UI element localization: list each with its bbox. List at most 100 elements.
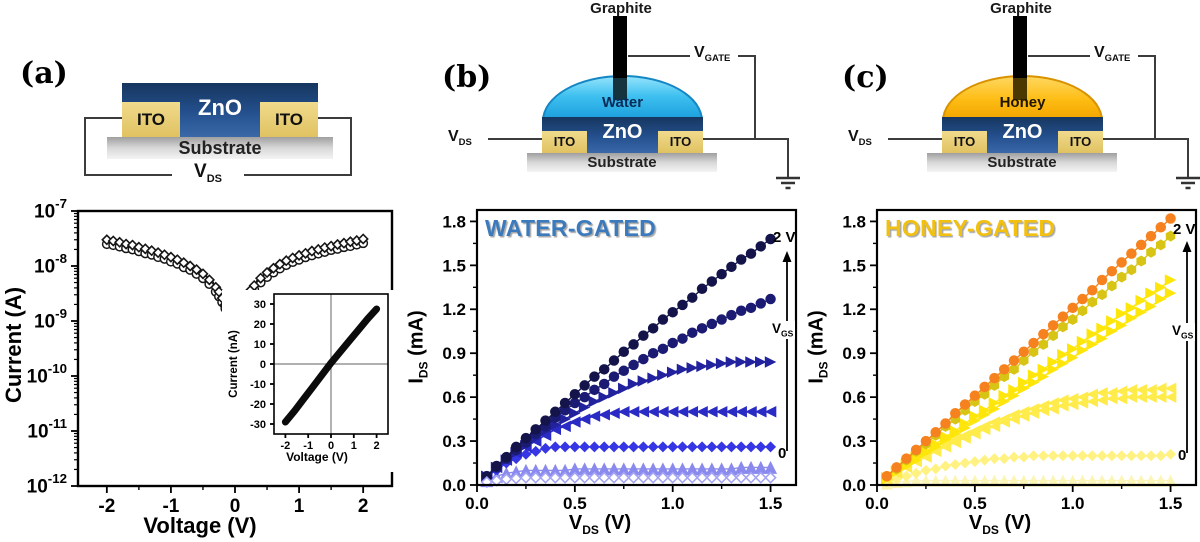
graphite-label: Graphite xyxy=(990,0,1052,17)
svg-text:-1: -1 xyxy=(303,440,313,452)
panel-c-schematic: (c) Graphite Honey ZnO ITO ITO Substrate… xyxy=(800,0,1200,195)
gate-wire-vertical xyxy=(1154,55,1156,140)
svg-text:0: 0 xyxy=(260,359,266,371)
graphite-rod-tip xyxy=(613,78,627,100)
inset-y-title: Current (nA) xyxy=(228,330,240,398)
svg-text:1.5: 1.5 xyxy=(842,256,866,275)
vgs-axis-annotation: VGS xyxy=(1170,323,1196,341)
substrate: Substrate xyxy=(107,137,333,159)
svg-text:1.8: 1.8 xyxy=(842,212,866,231)
graphite-label: Graphite xyxy=(590,0,652,17)
svg-text:0.3: 0.3 xyxy=(442,432,466,451)
svg-text:10-10: 10-10 xyxy=(27,361,67,388)
svg-text:0.6: 0.6 xyxy=(442,388,466,407)
ground-wire-vertical xyxy=(787,138,789,178)
svg-text:1.5: 1.5 xyxy=(759,494,783,513)
svg-text:1: 1 xyxy=(294,496,305,517)
svg-text:0.5: 0.5 xyxy=(563,494,587,513)
honey-gated-output-chart: 0.0 0.5 1.0 1.5 0.0 0.3 0.6 0.9 1.2 1.5 1.8 xyxy=(842,208,1198,513)
svg-text:1.0: 1.0 xyxy=(661,494,685,513)
gate-wire-right xyxy=(738,55,756,57)
substrate: Substrate xyxy=(527,153,717,172)
gate-wire-left xyxy=(628,55,690,57)
drain-wire xyxy=(703,138,789,140)
svg-text:10-9: 10-9 xyxy=(34,306,67,333)
substrate: Substrate xyxy=(927,153,1117,172)
vgs-min-annotation: 0 xyxy=(1178,447,1187,464)
panel-a-plot: -2 -1 0 1 2 10-7 10-8 10-9 10-10 10-11 10-12 Volta… xyxy=(0,195,400,542)
svg-text:1.0: 1.0 xyxy=(1061,494,1085,513)
wire-left-connector xyxy=(84,117,124,119)
svg-text:0.0: 0.0 xyxy=(442,476,466,495)
zno-label: ZnO xyxy=(602,121,643,143)
ito-contact-right: ITO xyxy=(658,131,703,153)
panel-a-label: (a) xyxy=(20,56,68,91)
vds-wire xyxy=(888,138,942,140)
svg-text:1.2: 1.2 xyxy=(442,300,466,319)
honey-label: Honey xyxy=(999,94,1046,111)
ground-wire-vertical xyxy=(1187,138,1189,178)
ground-icon xyxy=(1176,176,1200,190)
zno-label: ZnO xyxy=(198,95,242,120)
svg-text:10-11: 10-11 xyxy=(27,416,67,443)
x-axis-title-a: Voltage (V) xyxy=(143,513,257,538)
panel-c-plot: 0.0 0.5 1.0 1.5 0.0 0.3 0.6 0.9 1.2 1.5 1.8 HONEY-… xyxy=(800,195,1200,542)
svg-text:-10: -10 xyxy=(250,379,266,391)
x-axis-title-b: VDS (V) xyxy=(568,512,632,537)
svg-text:-30: -30 xyxy=(250,419,266,431)
panel-c-label: (c) xyxy=(842,60,889,95)
svg-text:0.5: 0.5 xyxy=(963,494,987,513)
svg-text:2: 2 xyxy=(374,440,380,452)
water-gated-output-chart: 0.0 0.5 1.0 1.5 0.0 0.3 0.6 0.9 1.2 1.5 1.8 xyxy=(442,208,798,513)
ito-contact-right: ITO xyxy=(260,102,318,137)
svg-text:10-12: 10-12 xyxy=(27,471,67,498)
svg-text:0.0: 0.0 xyxy=(865,494,889,513)
svg-text:0: 0 xyxy=(230,496,241,517)
graphite-rod xyxy=(613,16,627,78)
y-axis-title-b: IDS (mA) xyxy=(405,310,431,384)
x-axis-title-c: VDS (V) xyxy=(968,512,1032,537)
vgs-max-annotation: 2 V xyxy=(1173,221,1196,238)
panel-b-plot: 0.0 0.5 1.0 1.5 0.0 0.3 0.6 0.9 1.2 1.5 1.8 WATER-… xyxy=(400,195,800,542)
svg-text:0: 0 xyxy=(328,440,334,452)
vds-label: VDS xyxy=(848,128,872,149)
water-gated-title: WATER-GATED xyxy=(485,215,657,241)
ito-contact-left: ITO xyxy=(942,131,987,153)
vgs-max-annotation: 2 V xyxy=(773,229,796,246)
svg-text:-2: -2 xyxy=(98,496,115,517)
vds-label: VDS xyxy=(172,161,244,185)
svg-text:-2: -2 xyxy=(281,440,291,452)
svg-text:-20: -20 xyxy=(250,399,266,411)
svg-text:1.5: 1.5 xyxy=(1159,494,1183,513)
gate-wire-vertical xyxy=(754,55,756,140)
zno-label: ZnO xyxy=(1002,121,1043,143)
ito-contact-right: ITO xyxy=(1058,131,1103,153)
panel-b-label: (b) xyxy=(442,60,492,95)
svg-text:10-8: 10-8 xyxy=(34,251,67,278)
vgate-label: VGATE xyxy=(694,44,731,65)
svg-text:10-7: 10-7 xyxy=(34,196,67,223)
inset-x-title: Voltage (V) xyxy=(286,450,348,464)
gate-wire-right xyxy=(1138,55,1156,57)
y-axis-title-a: Current (A) xyxy=(1,286,26,404)
vgs-axis-annotation: VGS xyxy=(770,321,796,339)
panel-a-schematic: (a) ZnO ITO ITO Substrate VDS xyxy=(0,0,400,195)
vds-wire xyxy=(488,138,542,140)
svg-text:0.0: 0.0 xyxy=(465,494,489,513)
svg-text:10: 10 xyxy=(254,339,266,351)
vgs-min-annotation: 0 xyxy=(778,445,787,462)
honey-gated-title: HONEY-GATED xyxy=(885,215,1056,241)
svg-text:20: 20 xyxy=(254,319,266,331)
svg-text:30: 30 xyxy=(254,299,266,311)
gate-wire-left xyxy=(1028,55,1090,57)
panel-c: (c) Graphite Honey ZnO ITO ITO Substrate… xyxy=(800,0,1200,542)
svg-text:0.9: 0.9 xyxy=(442,344,466,363)
svg-text:0.3: 0.3 xyxy=(842,432,866,451)
vgate-label: VGATE xyxy=(1094,44,1131,65)
svg-text:0.9: 0.9 xyxy=(842,344,866,363)
ito-contact-left: ITO xyxy=(542,131,587,153)
panel-b: (b) Graphite Water ZnO ITO ITO Substrate… xyxy=(400,0,800,542)
